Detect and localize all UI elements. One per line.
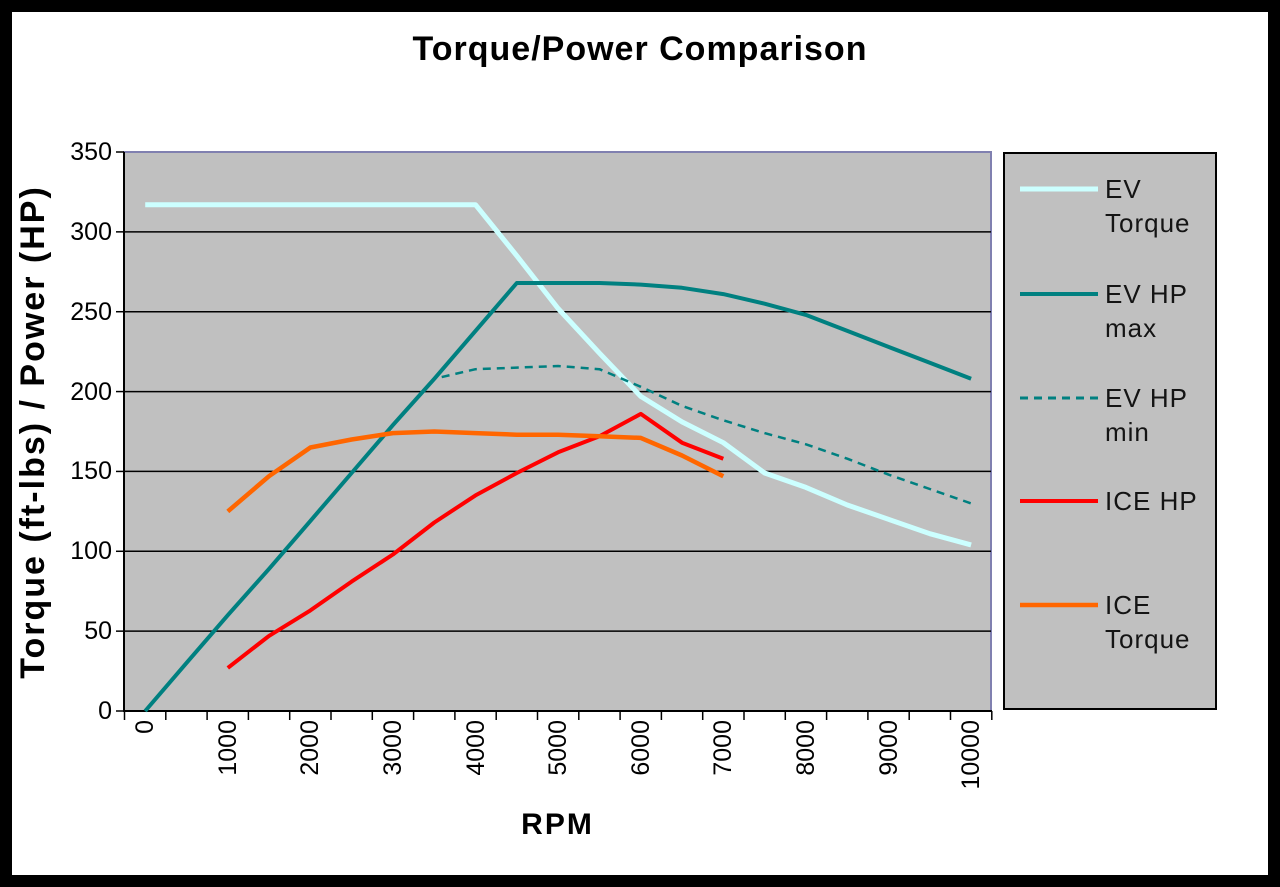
x-tick-label-6000: 6000	[626, 720, 655, 776]
legend-label: EV Torque	[1105, 172, 1191, 240]
legend-label: ICE HP	[1105, 484, 1198, 518]
y-tick-label-150: 150	[70, 457, 112, 486]
series-line-ev-hp-max	[143, 281, 972, 713]
y-tick-label-250: 250	[70, 297, 112, 326]
legend-item-ice-hp: ICE HP	[1019, 484, 1198, 518]
x-tick-label-4000: 4000	[461, 720, 490, 776]
legend-label-line: Torque	[1105, 624, 1191, 654]
x-tick-label-8000: 8000	[791, 720, 820, 776]
plot-background	[123, 151, 992, 712]
legend-swatch-ev_torque	[1020, 186, 1098, 192]
legend-item-ev-torque: EV Torque	[1019, 172, 1191, 240]
legend-swatch-ice_hp	[1020, 499, 1098, 503]
legend-label-line: ICE	[1105, 590, 1152, 620]
legend-label: ICE Torque	[1105, 588, 1191, 656]
x-tick-label-7000: 7000	[709, 720, 738, 776]
legend-label-line: ICE HP	[1105, 486, 1198, 516]
series-line-ev-hp-min	[144, 364, 972, 712]
x-tick-label-2000: 2000	[296, 720, 325, 776]
legend-label-line: max	[1105, 313, 1158, 343]
legend-label-line: EV HP	[1105, 279, 1189, 309]
legend-label: EV HP max	[1105, 277, 1188, 345]
legend-label-line: EV HP	[1105, 383, 1189, 413]
legend-swatch-ev_hp	[1020, 396, 1098, 400]
legend-item-ice-torque: ICE Torque	[1019, 588, 1191, 656]
x-tick-label-5000: 5000	[544, 720, 573, 776]
x-axis-title: RPM	[521, 808, 594, 841]
x-tick-label-1000: 1000	[213, 720, 242, 776]
x-tick-label-10000: 10000	[957, 720, 986, 790]
series-line-ice-hp	[226, 411, 725, 670]
x-tick-label-3000: 3000	[378, 720, 407, 776]
series-line-ice-torque	[226, 429, 725, 514]
series-line-ev-torque	[145, 202, 972, 548]
legend: EV Torque EV HP max EV HP min ICE HP ICE Torque	[1003, 152, 1217, 710]
legend-label: EV HP min	[1105, 381, 1188, 449]
y-tick-label-100: 100	[70, 537, 112, 566]
legend-swatch-ev_hp	[1020, 292, 1098, 296]
y-tick-label-200: 200	[70, 377, 112, 406]
legend-label-line: Torque	[1105, 208, 1191, 238]
chart-title: Torque/Power Comparison	[412, 30, 868, 68]
legend-swatch-ice_torque	[1020, 602, 1098, 608]
y-tick-label-300: 300	[70, 217, 112, 246]
y-tick-label-350: 350	[70, 138, 112, 166]
legend-item-ev-hp-max: EV HP max	[1019, 277, 1188, 345]
legend-item-ev-hp-min: EV HP min	[1019, 381, 1188, 449]
y-tick-label-50: 50	[84, 617, 112, 646]
x-tick-label-0: 0	[131, 720, 160, 734]
y-tick-label-0: 0	[98, 697, 112, 725]
x-tick-label-9000: 9000	[874, 720, 903, 776]
legend-label-line: min	[1105, 417, 1150, 447]
legend-label-line: EV	[1105, 174, 1142, 204]
